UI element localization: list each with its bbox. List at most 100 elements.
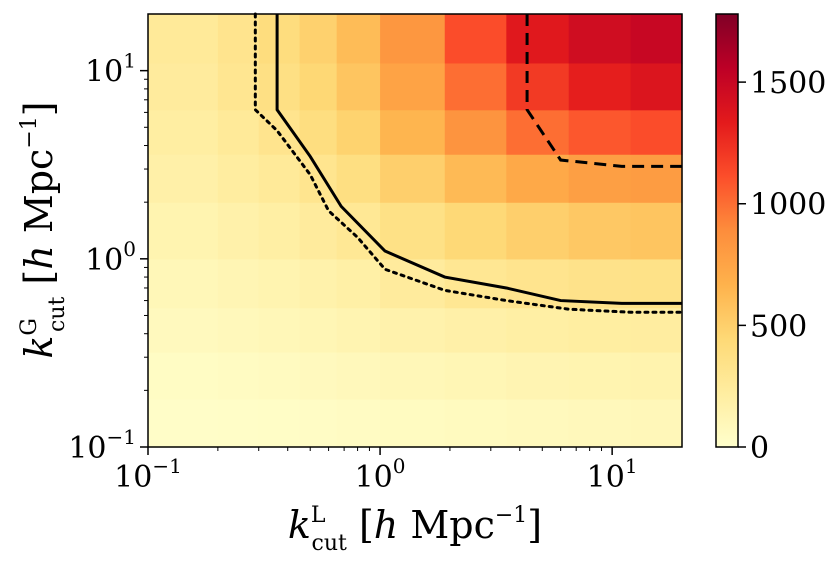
y-axis-label: kG cut [h Mpc−1] (17, 101, 70, 358)
heatmap-cell (258, 307, 301, 353)
heatmap-cell (336, 258, 381, 309)
x-axis-label: kL cut [h Mpc−1] (288, 503, 542, 556)
heatmap-cell (258, 202, 301, 260)
y-tick-label: 100 (85, 237, 136, 278)
heatmap-cell (444, 109, 507, 155)
heatmap-cell (568, 62, 632, 111)
heatmap-cell (506, 307, 570, 353)
heatmap-cell (630, 398, 683, 448)
heatmap-cell (217, 202, 260, 260)
heatmap-cell (444, 62, 507, 111)
heatmap-cell (380, 62, 446, 111)
colorbar (715, 13, 739, 448)
heatmap-cell (380, 109, 446, 155)
heatmap-cell (336, 202, 381, 260)
heatmap-cell (380, 154, 446, 203)
heatmap-cell (380, 202, 446, 260)
heatmap-cell (506, 398, 570, 448)
heatmap-cell (506, 109, 570, 155)
heatmap-cell (217, 109, 260, 155)
heatmap-cell (148, 109, 219, 155)
heatmap-cell (217, 351, 260, 400)
x-axis-ticks: 10−1 100 101 (114, 447, 638, 495)
heatmap-cell (217, 154, 260, 203)
heatmap-cell (217, 258, 260, 309)
heatmap-cell (217, 398, 260, 448)
heatmap-cell (148, 398, 219, 448)
heatmap-cell (444, 307, 507, 353)
colorbar-tick-label: 0 (750, 431, 769, 466)
contour-dotted (253, 12, 684, 314)
heatmap-cell (217, 307, 260, 353)
heatmap-cell (148, 154, 219, 203)
heatmap-cell (630, 62, 683, 111)
y-axis-ticks: 10−1 100 101 (68, 49, 148, 466)
heatmap-cell (444, 154, 507, 203)
heatmap-cell (148, 202, 219, 260)
heatmap-cell (258, 154, 301, 203)
heatmap-cell (336, 154, 381, 203)
heatmap-cell (380, 398, 446, 448)
heatmap-cell (299, 109, 338, 155)
heatmap-cell (506, 14, 570, 64)
heatmap-cell (148, 14, 219, 64)
heatmap-cell (444, 351, 507, 400)
heatmap-cell (217, 62, 260, 111)
heatmap-cell (380, 14, 446, 64)
heatmap-cell (336, 351, 381, 400)
heatmap-cell (299, 14, 338, 64)
heatmap-cell (258, 351, 301, 400)
y-tick-label: 10−1 (68, 425, 136, 466)
heatmap-cell (630, 14, 683, 64)
heatmap-cell (444, 202, 507, 260)
heatmap-cell (299, 202, 338, 260)
heatmap-cell (380, 258, 446, 309)
heatmap-cell (568, 202, 632, 260)
heatmap-cell (506, 202, 570, 260)
heatmap-cell (148, 62, 219, 111)
heatmap-cell (258, 14, 301, 64)
heatmap-cell (148, 307, 219, 353)
y-tick-label: 101 (85, 49, 136, 90)
heatmap-cell (444, 398, 507, 448)
heatmap-cell (630, 351, 683, 400)
heatmap-cell (299, 62, 338, 111)
heatmap-cell (217, 14, 260, 64)
heatmap-cell (336, 307, 381, 353)
heatmap-cell (380, 351, 446, 400)
colorbar-tick-label: 1000 (750, 188, 826, 223)
heatmap-cell (336, 109, 381, 155)
heatmap-cell (630, 258, 683, 309)
heatmap-cell (258, 398, 301, 448)
contour-lines (253, 12, 684, 314)
colorbar-ticks: 0 500 1000 1500 (738, 66, 826, 466)
x-tick-label: 100 (355, 454, 406, 495)
contour-solid (275, 14, 682, 305)
heatmap-cell (568, 14, 632, 64)
heatmap (148, 14, 683, 448)
heatmap-cell (148, 258, 219, 309)
x-tick-label: 10−1 (114, 454, 182, 495)
heatmap-cell (444, 14, 507, 64)
colorbar-tick-label: 500 (750, 309, 807, 344)
heatmap-cell (148, 351, 219, 400)
heatmap-cell (630, 154, 683, 203)
heatmap-cell (336, 14, 381, 64)
heatmap-cell (299, 398, 338, 448)
y-axis-label-group: kG cut [h Mpc−1] (17, 101, 70, 358)
contour-dashed (525, 14, 682, 168)
heatmap-cell (506, 154, 570, 203)
heatmap-cell (336, 398, 381, 448)
heatmap-cell (380, 307, 446, 353)
heatmap-cell (299, 307, 338, 353)
colorbar-tick-label: 1500 (750, 66, 826, 101)
heatmap-cell (506, 351, 570, 400)
x-tick-label: 101 (587, 454, 638, 495)
heatmap-cell (258, 258, 301, 309)
heatmap-cell (630, 202, 683, 260)
heatmap-cell (568, 109, 632, 155)
heatmap-cell (299, 258, 338, 309)
heatmap-cell (299, 154, 338, 203)
heatmap-cell (630, 307, 683, 353)
